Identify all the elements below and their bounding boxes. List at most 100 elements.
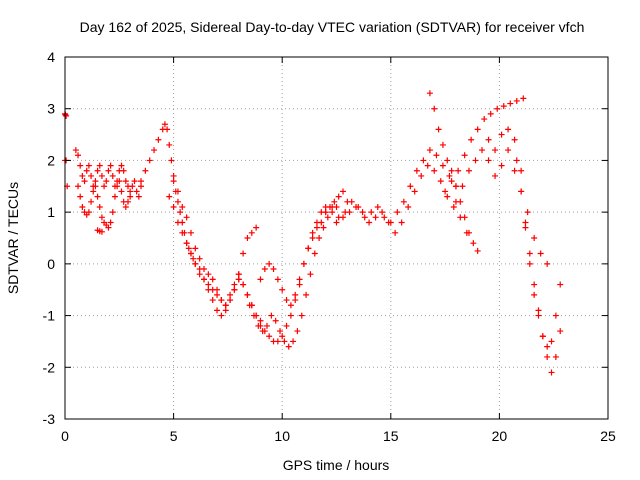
data-point — [287, 302, 294, 309]
data-point — [85, 162, 92, 169]
data-point — [381, 214, 388, 221]
data-point — [505, 126, 512, 133]
data-point — [201, 266, 208, 273]
data-point — [272, 317, 279, 324]
satellite-track-9 — [235, 203, 329, 345]
data-point — [411, 188, 418, 195]
data-point — [426, 147, 433, 154]
chart-title: Day 162 of 2025, Sidereal Day-to-day VTE… — [80, 19, 585, 35]
data-point — [531, 291, 538, 298]
data-point — [96, 162, 103, 169]
data-point — [292, 291, 299, 298]
data-point — [83, 167, 90, 174]
y-tick-label: -1 — [43, 308, 56, 324]
data-point — [455, 167, 462, 174]
data-point — [448, 167, 455, 174]
data-point — [255, 322, 262, 329]
data-point — [552, 312, 559, 319]
satellite-track-10 — [246, 203, 340, 350]
data-point — [552, 353, 559, 360]
data-point — [531, 235, 538, 241]
data-point — [465, 167, 472, 174]
data-point — [487, 110, 494, 117]
data-point — [227, 297, 234, 304]
data-point — [294, 328, 301, 335]
data-point — [340, 214, 347, 221]
data-point — [244, 291, 251, 298]
data-point — [94, 167, 101, 174]
data-point — [209, 297, 216, 304]
data-point — [120, 167, 127, 174]
x-tick-label: 0 — [61, 428, 69, 444]
data-point — [279, 286, 286, 293]
data-point — [494, 105, 501, 112]
data-point — [174, 188, 181, 195]
grid-lines — [65, 57, 608, 419]
data-point — [479, 147, 486, 154]
data-point — [513, 157, 520, 164]
data-point — [459, 183, 466, 190]
data-point — [170, 203, 177, 210]
satellite-track-4 — [75, 178, 134, 231]
data-point — [201, 276, 208, 283]
y-tick-label: -3 — [43, 411, 56, 427]
data-point — [311, 250, 318, 257]
data-point — [103, 178, 110, 185]
data-point — [75, 152, 82, 159]
data-point — [513, 97, 520, 104]
data-point — [174, 198, 181, 205]
data-point — [468, 136, 475, 143]
data-point — [240, 281, 247, 288]
data-point — [164, 126, 171, 133]
data-point — [439, 162, 446, 169]
data-point — [500, 103, 507, 110]
data-point — [290, 338, 297, 345]
data-point — [518, 167, 525, 174]
data-point — [340, 188, 347, 195]
data-point — [461, 152, 468, 159]
satellite-track-15 — [442, 95, 527, 195]
data-point — [77, 162, 84, 169]
data-point — [266, 333, 273, 340]
data-point — [303, 291, 310, 298]
data-point — [214, 307, 221, 314]
data-point — [85, 209, 92, 216]
x-tick-label: 15 — [383, 428, 399, 444]
data-point — [118, 188, 125, 195]
data-point — [63, 112, 70, 119]
data-point — [127, 193, 134, 200]
data-point — [413, 167, 420, 174]
data-point — [329, 209, 336, 216]
data-point — [227, 291, 234, 298]
data-point — [309, 229, 316, 236]
x-tick-label: 10 — [274, 428, 290, 444]
data-point — [522, 224, 529, 231]
data-point — [209, 276, 216, 283]
data-point — [170, 172, 177, 179]
data-point — [179, 203, 186, 210]
data-point — [296, 276, 303, 283]
plot-frame — [64, 56, 609, 420]
x-tick-label: 25 — [600, 428, 616, 444]
data-point — [138, 183, 145, 190]
data-point — [324, 214, 331, 221]
data-point — [361, 214, 368, 221]
data-point — [116, 178, 123, 185]
satellite-track-13 — [333, 162, 470, 236]
data-point — [122, 203, 129, 210]
data-point — [279, 333, 286, 340]
data-point — [526, 250, 533, 257]
data-point — [320, 224, 327, 231]
data-point — [557, 328, 564, 335]
data-point — [452, 198, 459, 205]
data-point — [250, 312, 257, 319]
data-point — [259, 328, 266, 335]
x-tick-label: 5 — [170, 428, 178, 444]
data-point — [557, 281, 564, 288]
data-point — [205, 286, 212, 293]
data-point — [268, 312, 275, 319]
data-point — [270, 266, 277, 273]
data-point — [283, 322, 290, 329]
